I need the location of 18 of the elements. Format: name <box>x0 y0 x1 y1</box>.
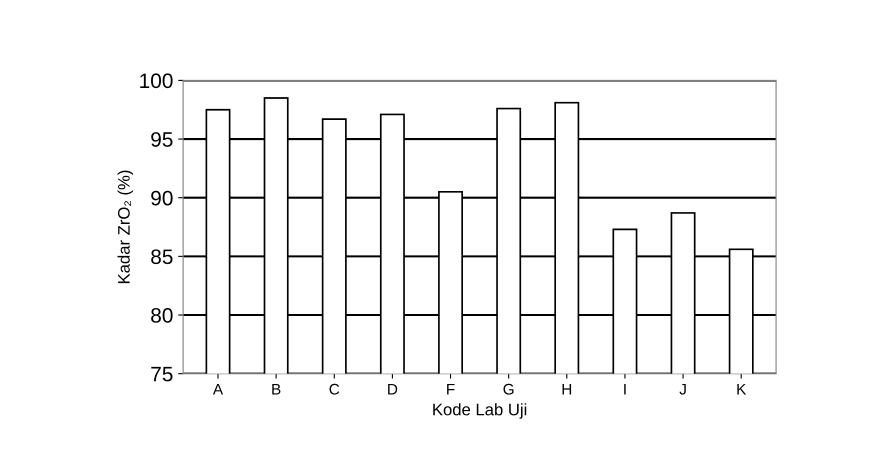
y-tick-label: 100 <box>140 73 173 88</box>
x-tick-label: D <box>388 384 398 394</box>
x-tick-label: C <box>330 384 340 395</box>
y-tick-label: 75 <box>151 366 173 382</box>
x-tick-label: B <box>272 384 280 394</box>
x-tick-label: A <box>212 384 224 394</box>
x-tick-label: H <box>562 384 572 394</box>
x-tick-label: J <box>679 384 686 395</box>
x-axis-title: Kode Lab Uji <box>433 403 526 419</box>
y-axis-title: Kadar ZrO₂ (%) <box>118 170 134 284</box>
x-tick-label: F <box>447 384 455 394</box>
y-tick-label: 80 <box>151 308 173 323</box>
y-tick-label: 90 <box>151 190 173 206</box>
x-tick-label: K <box>737 384 746 394</box>
x-tick-label: I <box>624 384 626 394</box>
x-tick-label: G <box>503 384 514 395</box>
y-tick-label: 95 <box>151 132 173 147</box>
y-tick-label: 85 <box>151 249 173 264</box>
